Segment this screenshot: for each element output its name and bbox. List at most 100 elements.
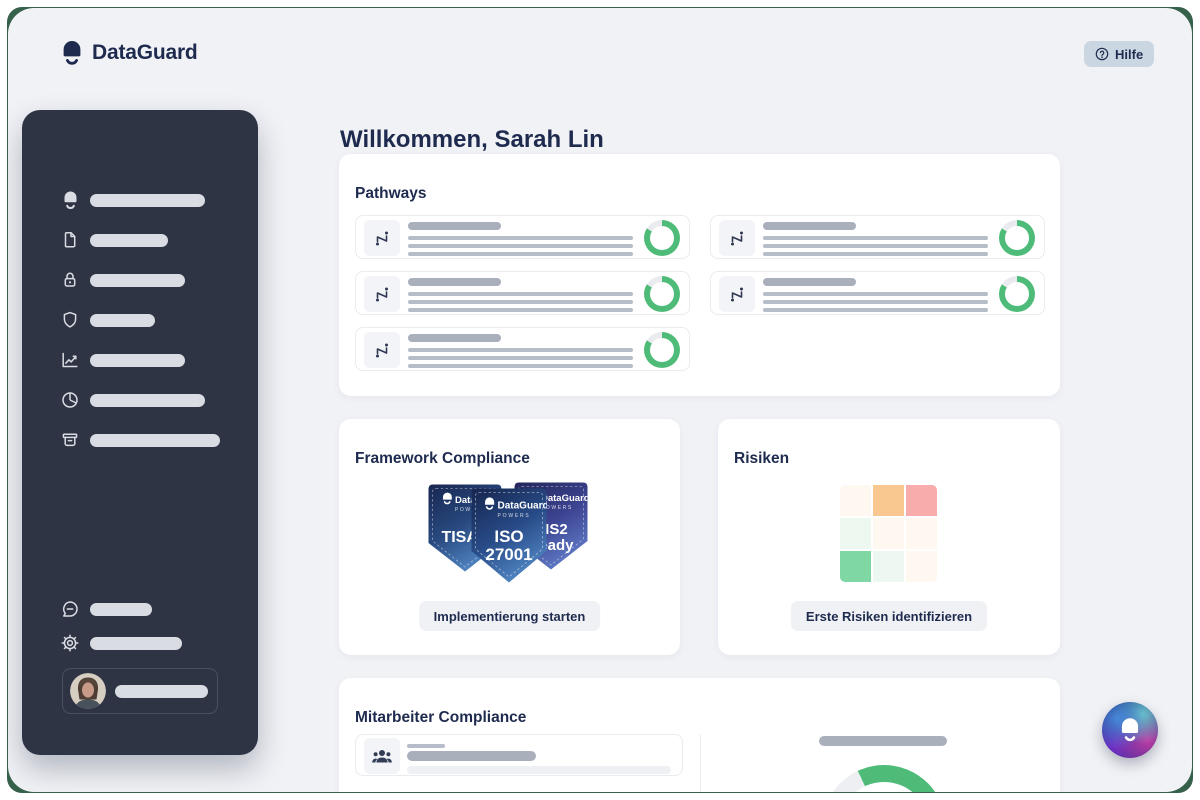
skeleton-line bbox=[408, 252, 633, 256]
progress-ring bbox=[644, 276, 680, 312]
skeleton-line bbox=[408, 364, 633, 368]
skeleton-title bbox=[408, 278, 501, 286]
sidebar-item-documents[interactable] bbox=[60, 228, 168, 252]
profile-menu[interactable] bbox=[62, 668, 218, 714]
people-icon bbox=[364, 738, 400, 774]
skeleton-text bbox=[90, 353, 185, 367]
pie-chart-icon bbox=[60, 390, 80, 410]
employee-compliance-row[interactable] bbox=[355, 734, 683, 776]
pathway-icon bbox=[364, 220, 400, 256]
skeleton-text bbox=[90, 602, 152, 616]
skeleton-title bbox=[408, 334, 501, 342]
pathway-icon bbox=[364, 332, 400, 368]
svg-text:POWERS: POWERS bbox=[455, 507, 487, 513]
identify-risks-button[interactable]: Erste Risiken identifizieren bbox=[790, 601, 988, 631]
sidebar-item-privacy[interactable] bbox=[60, 268, 185, 292]
sidebar-item-archive[interactable] bbox=[60, 428, 220, 452]
svg-text:27001: 27001 bbox=[485, 545, 532, 564]
heatmap-cell bbox=[840, 550, 872, 582]
skeleton-line bbox=[408, 348, 633, 352]
pathway-icon bbox=[719, 220, 755, 256]
chat-icon bbox=[60, 599, 80, 619]
pathway-row[interactable] bbox=[710, 215, 1045, 259]
document-icon bbox=[60, 230, 80, 250]
pathway-row[interactable] bbox=[355, 271, 690, 315]
skeleton-text bbox=[90, 193, 205, 207]
skeleton-line bbox=[763, 244, 988, 248]
skeleton-text bbox=[90, 233, 168, 247]
badge-iso-27001: DataGuard POWERS ISO 27001 bbox=[471, 488, 547, 583]
line-chart-icon bbox=[60, 350, 80, 370]
dataguard-chat-icon bbox=[1121, 718, 1139, 742]
skeleton-line bbox=[763, 300, 988, 304]
pathway-row[interactable] bbox=[355, 215, 690, 259]
pathways-title: Pathways bbox=[355, 184, 427, 202]
heatmap-cell bbox=[840, 517, 872, 550]
skeleton-line bbox=[408, 356, 633, 360]
pathway-icon bbox=[719, 276, 755, 312]
heatmap-cell bbox=[872, 485, 905, 517]
svg-text:POWERS: POWERS bbox=[541, 505, 573, 511]
svg-text:DataGuard: DataGuard bbox=[498, 501, 548, 512]
skeleton-line bbox=[408, 292, 633, 296]
svg-text:POWERS: POWERS bbox=[498, 513, 531, 519]
risiken-title: Risiken bbox=[734, 449, 790, 467]
brand-name: DataGuard bbox=[92, 41, 198, 64]
skeleton-text bbox=[90, 393, 205, 407]
progress-ring bbox=[644, 220, 680, 256]
compliance-progress-bar bbox=[407, 766, 671, 774]
sidebar-item-support[interactable] bbox=[60, 597, 152, 621]
question-icon bbox=[1095, 47, 1109, 61]
heatmap-cell bbox=[872, 550, 905, 582]
skeleton-text bbox=[90, 273, 185, 287]
pathway-row[interactable] bbox=[710, 271, 1045, 315]
pathway-icon bbox=[364, 276, 400, 312]
svg-text:DataGuard: DataGuard bbox=[541, 493, 588, 504]
dataguard-logo-icon bbox=[60, 190, 80, 210]
risk-heatmap bbox=[840, 485, 937, 582]
page-title: Willkommen, Sarah Lin bbox=[340, 126, 604, 154]
heatmap-cell bbox=[905, 485, 937, 517]
skeleton-line bbox=[408, 308, 633, 312]
compliance-donut-chart bbox=[822, 765, 946, 792]
sidebar-item-settings[interactable] bbox=[60, 631, 182, 655]
dataguard-logo: DataGuard bbox=[60, 38, 198, 68]
sidebar-item-reports[interactable] bbox=[60, 348, 185, 372]
avatar bbox=[70, 673, 106, 709]
skeleton-line bbox=[408, 300, 633, 304]
framework-compliance-card: Framework Compliance DataGuard POWERS TI… bbox=[339, 419, 680, 655]
skeleton-title bbox=[819, 736, 947, 746]
framework-title: Framework Compliance bbox=[355, 449, 530, 467]
card-divider bbox=[700, 734, 701, 792]
dataguard-logo-icon bbox=[63, 41, 81, 65]
help-label: Hilfe bbox=[1115, 46, 1144, 62]
skeleton-text bbox=[90, 433, 220, 447]
chat-fab-button[interactable] bbox=[1102, 702, 1158, 758]
sidebar-item-analytics[interactable] bbox=[60, 388, 205, 412]
skeleton-text bbox=[90, 313, 155, 327]
skeleton-line bbox=[408, 244, 633, 248]
skeleton-title bbox=[763, 278, 856, 286]
skeleton-title bbox=[407, 751, 536, 761]
skeleton-text bbox=[115, 684, 208, 698]
heatmap-cell bbox=[905, 550, 937, 582]
pathway-row[interactable] bbox=[355, 327, 690, 371]
heatmap-cell bbox=[872, 517, 905, 550]
risiken-card: Risiken Erste Risiken identifizieren bbox=[718, 419, 1060, 655]
start-implementation-button[interactable]: Implementierung starten bbox=[418, 601, 601, 631]
lock-icon bbox=[60, 270, 80, 290]
mitarbeiter-title: Mitarbeiter Compliance bbox=[355, 708, 527, 726]
app-container: DataGuard Hilfe bbox=[8, 8, 1192, 792]
heatmap-cell bbox=[905, 517, 937, 550]
help-button[interactable]: Hilfe bbox=[1084, 41, 1155, 67]
sidebar-item-home[interactable] bbox=[60, 188, 205, 212]
mitarbeiter-compliance-card: Mitarbeiter Compliance bbox=[339, 678, 1060, 792]
archive-icon bbox=[60, 430, 80, 450]
sidebar-item-security[interactable] bbox=[60, 308, 155, 332]
skeleton-line bbox=[763, 292, 988, 296]
skeleton-title bbox=[408, 222, 501, 230]
shield-icon bbox=[60, 310, 80, 330]
progress-ring bbox=[644, 332, 680, 368]
pathways-card: Pathways bbox=[339, 154, 1060, 396]
